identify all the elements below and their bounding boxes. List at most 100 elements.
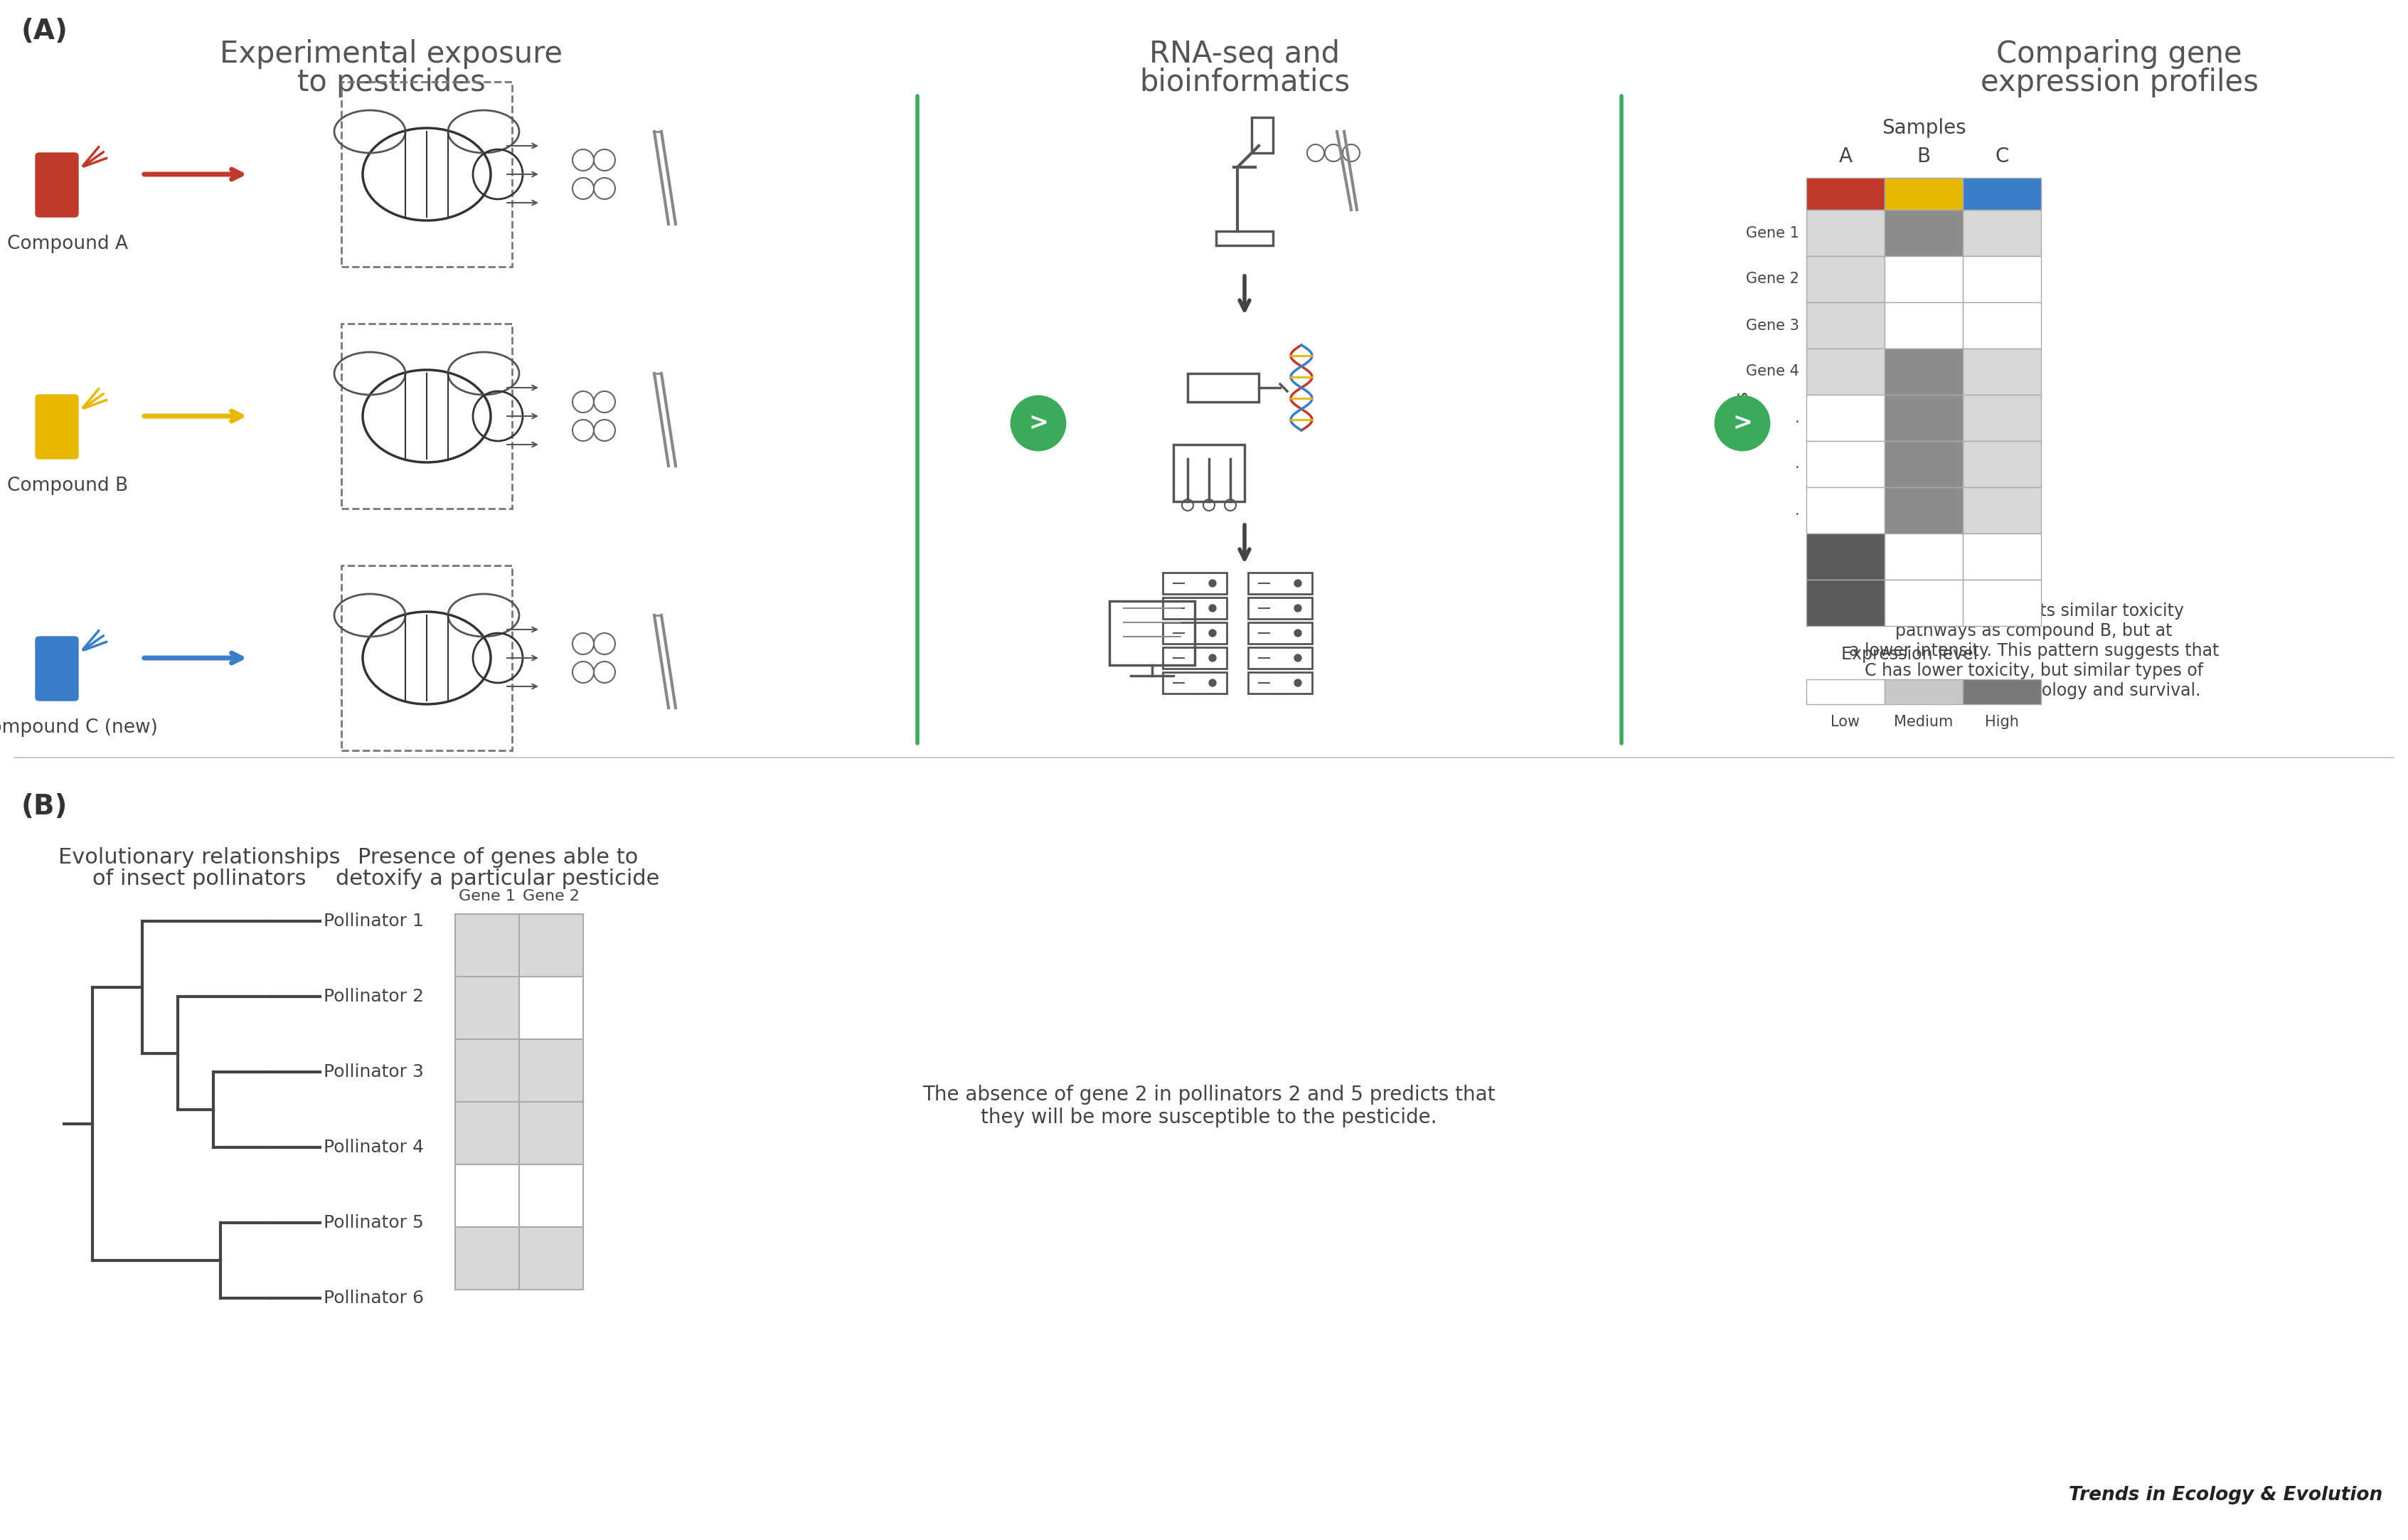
Text: RNA-seq and: RNA-seq and	[1149, 38, 1339, 69]
Text: C: C	[1996, 186, 2008, 203]
Bar	[1806, 394, 1885, 440]
Bar	[520, 1164, 583, 1227]
Text: Experimental exposure: Experimental exposure	[219, 38, 563, 69]
Circle shape	[1209, 605, 1216, 611]
Bar	[1252, 117, 1274, 152]
Text: >: >	[1028, 411, 1047, 434]
Bar	[1963, 177, 2042, 209]
Bar	[1963, 348, 2042, 394]
Text: High: High	[1984, 715, 2018, 728]
Text: Pollinator 1: Pollinator 1	[323, 913, 424, 930]
Bar	[1885, 394, 1963, 440]
Text: Pollinator 6: Pollinator 6	[323, 1289, 424, 1306]
Text: Low: Low	[1830, 715, 1859, 728]
Text: expression profiles: expression profiles	[1979, 68, 2259, 97]
Text: .: .	[1794, 504, 1799, 517]
Text: Samples: Samples	[1881, 119, 1965, 139]
Circle shape	[1209, 654, 1216, 662]
Bar	[520, 1040, 583, 1101]
Text: Trends in Ecology & Evolution: Trends in Ecology & Evolution	[2068, 1486, 2382, 1505]
Bar	[1963, 302, 2042, 348]
Circle shape	[1296, 579, 1300, 587]
Text: Gene 2: Gene 2	[523, 889, 580, 904]
Text: Pollinator 4: Pollinator 4	[323, 1138, 424, 1157]
Bar	[455, 1227, 520, 1289]
Text: A: A	[1840, 186, 1852, 203]
Text: Expression level: Expression level	[1842, 645, 1977, 662]
Text: Compound A: Compound A	[7, 234, 128, 253]
Text: Genes: Genes	[1734, 390, 1751, 447]
Bar	[455, 1164, 520, 1227]
Bar	[1187, 373, 1259, 402]
Bar	[1885, 440, 1963, 487]
Text: >: >	[1731, 411, 1753, 434]
Text: B: B	[1917, 186, 1931, 203]
Bar	[455, 915, 520, 976]
Bar	[1885, 256, 1963, 302]
Bar	[1963, 533, 2042, 579]
Bar	[1806, 579, 1885, 625]
Text: Genes: Genes	[1714, 410, 1770, 427]
Bar	[1963, 256, 2042, 302]
Text: .: .	[1794, 411, 1799, 425]
Text: A: A	[1840, 146, 1852, 166]
Text: Presence of genes able to: Presence of genes able to	[359, 847, 638, 867]
Bar	[1963, 487, 2042, 533]
Text: Pollinator 5: Pollinator 5	[323, 1214, 424, 1232]
Circle shape	[1296, 654, 1300, 662]
Bar	[1806, 209, 1885, 256]
Bar	[455, 976, 520, 1040]
Text: Gene 3: Gene 3	[1746, 319, 1799, 333]
Bar	[455, 1101, 520, 1164]
Bar	[1247, 573, 1312, 594]
Text: of insect pollinators: of insect pollinators	[92, 869, 306, 889]
Bar	[1163, 598, 1226, 619]
Bar	[1885, 533, 1963, 579]
Bar	[1885, 209, 1963, 256]
Bar	[1885, 487, 1963, 533]
Bar	[1963, 679, 2042, 704]
Bar	[1885, 679, 1963, 704]
Bar	[520, 1227, 583, 1289]
Text: The absence of gene 2 in pollinators 2 and 5 predicts that
they will be more sus: The absence of gene 2 in pollinators 2 a…	[922, 1084, 1495, 1127]
Bar	[1163, 671, 1226, 693]
Bar	[1247, 671, 1312, 693]
Bar	[1963, 579, 2042, 625]
FancyBboxPatch shape	[36, 152, 77, 217]
Bar	[1216, 231, 1274, 245]
Bar	[1885, 348, 1963, 394]
Bar	[520, 915, 583, 976]
Bar	[520, 1101, 583, 1164]
Bar	[1173, 445, 1245, 502]
Text: C: C	[1996, 146, 2008, 166]
Text: Compound C affects similar toxicity
pathways as compound B, but at
a lower inten: Compound C affects similar toxicity path…	[1849, 602, 2218, 699]
Bar	[520, 976, 583, 1040]
Text: to pesticides: to pesticides	[296, 68, 486, 97]
Text: Gene 2: Gene 2	[1746, 273, 1799, 286]
Circle shape	[1296, 679, 1300, 687]
Bar	[1247, 647, 1312, 668]
Circle shape	[1209, 579, 1216, 587]
FancyBboxPatch shape	[36, 636, 77, 701]
Bar	[1963, 209, 2042, 256]
Bar	[1163, 647, 1226, 668]
Text: Pollinator 3: Pollinator 3	[323, 1064, 424, 1081]
Bar	[1163, 573, 1226, 594]
Bar	[1806, 533, 1885, 579]
Text: Pollinator 2: Pollinator 2	[323, 989, 424, 1006]
Text: Evolutionary relationships: Evolutionary relationships	[58, 847, 340, 867]
Bar	[1163, 622, 1226, 644]
Text: .: .	[1794, 457, 1799, 471]
Bar	[1806, 177, 1885, 209]
Circle shape	[1296, 605, 1300, 611]
Bar	[1963, 394, 2042, 440]
Text: Medium: Medium	[1895, 715, 1953, 728]
FancyBboxPatch shape	[36, 394, 77, 459]
Text: Gene 1: Gene 1	[1746, 226, 1799, 240]
Bar	[1963, 440, 2042, 487]
Text: Compound C (new): Compound C (new)	[0, 719, 159, 738]
Text: bioinformatics: bioinformatics	[1139, 68, 1351, 97]
Text: detoxify a particular pesticide: detoxify a particular pesticide	[335, 869, 660, 889]
Bar	[1806, 302, 1885, 348]
Bar	[1247, 598, 1312, 619]
